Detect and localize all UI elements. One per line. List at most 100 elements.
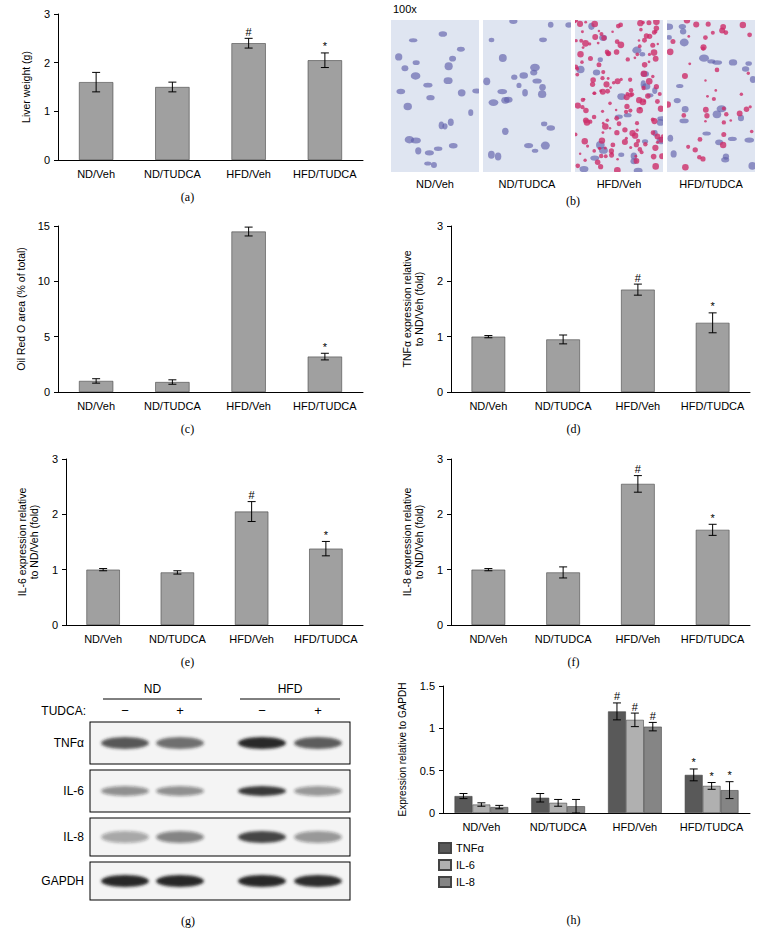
svg-text:0: 0 bbox=[437, 386, 443, 398]
svg-text:*: * bbox=[323, 341, 328, 353]
svg-text:#: # bbox=[632, 701, 639, 713]
svg-text:3: 3 bbox=[437, 220, 443, 232]
svg-text:1: 1 bbox=[437, 564, 443, 576]
svg-text:1: 1 bbox=[437, 331, 443, 343]
svg-text:3: 3 bbox=[44, 8, 50, 20]
svg-text:−: − bbox=[258, 703, 266, 718]
svg-text:Expression relative to GAPDH: Expression relative to GAPDH bbox=[397, 683, 408, 817]
svg-text:0.5: 0.5 bbox=[420, 765, 435, 777]
svg-text:HFD/TUDCA: HFD/TUDCA bbox=[681, 400, 745, 412]
svg-text:HFD/TUDCA: HFD/TUDCA bbox=[293, 400, 357, 412]
svg-text:HFD/Veh: HFD/Veh bbox=[616, 633, 661, 645]
svg-text:ND/TUDCA: ND/TUDCA bbox=[535, 400, 592, 412]
svg-text:HFD: HFD bbox=[278, 682, 303, 696]
svg-text:(d): (d) bbox=[567, 422, 581, 436]
svg-text:0: 0 bbox=[429, 807, 435, 819]
svg-text:(a): (a) bbox=[181, 190, 194, 204]
svg-text:+: + bbox=[176, 703, 184, 718]
svg-text:*: * bbox=[692, 756, 697, 768]
svg-text:(f): (f) bbox=[568, 655, 580, 669]
svg-text:ND/TUDCA: ND/TUDCA bbox=[535, 633, 592, 645]
svg-text:100x: 100x bbox=[393, 3, 417, 15]
svg-text:HFD/Veh: HFD/Veh bbox=[616, 400, 661, 412]
svg-text:HFD/TUDCA: HFD/TUDCA bbox=[681, 633, 745, 645]
svg-text:2: 2 bbox=[44, 57, 50, 69]
svg-text:(g): (g) bbox=[181, 914, 195, 928]
svg-text:IL-6: IL-6 bbox=[456, 859, 475, 871]
svg-text:*: * bbox=[710, 512, 715, 524]
svg-text:to ND/Veh (fold): to ND/Veh (fold) bbox=[413, 505, 425, 580]
svg-text:*: * bbox=[727, 769, 732, 781]
svg-text:ND/TUDCA: ND/TUDCA bbox=[499, 178, 556, 190]
svg-text:(h): (h) bbox=[567, 913, 581, 927]
svg-text:#: # bbox=[246, 26, 253, 38]
svg-text:0: 0 bbox=[52, 619, 58, 631]
svg-text:ND/TUDCA: ND/TUDCA bbox=[530, 821, 587, 833]
svg-text:HFD/TUDCA: HFD/TUDCA bbox=[294, 633, 358, 645]
svg-text:#: # bbox=[635, 272, 642, 284]
svg-text:*: * bbox=[323, 40, 328, 52]
svg-text:#: # bbox=[249, 489, 256, 501]
svg-text:IL-8: IL-8 bbox=[456, 876, 475, 888]
svg-text:TNFα expression relative: TNFα expression relative bbox=[401, 250, 413, 367]
svg-text:HFD/Veh: HFD/Veh bbox=[613, 821, 658, 833]
svg-text:ND/TUDCA: ND/TUDCA bbox=[144, 400, 201, 412]
svg-text:3: 3 bbox=[437, 453, 443, 465]
svg-text:(c): (c) bbox=[181, 422, 194, 436]
svg-text:0: 0 bbox=[437, 619, 443, 631]
svg-text:1.5: 1.5 bbox=[420, 680, 435, 692]
svg-text:to ND/Veh (fold): to ND/Veh (fold) bbox=[413, 272, 425, 347]
svg-text:HFD/TUDCA: HFD/TUDCA bbox=[293, 168, 357, 180]
svg-text:*: * bbox=[710, 300, 715, 312]
svg-text:1: 1 bbox=[44, 105, 50, 117]
svg-text:to ND/Veh (fold): to ND/Veh (fold) bbox=[28, 505, 40, 580]
svg-text:HFD/Veh: HFD/Veh bbox=[226, 400, 271, 412]
svg-text:IL-6 expression relative: IL-6 expression relative bbox=[16, 488, 28, 597]
svg-text:15: 15 bbox=[38, 220, 50, 232]
svg-text:ND/Veh: ND/Veh bbox=[416, 178, 454, 190]
svg-text:10: 10 bbox=[38, 275, 50, 287]
svg-text:ND/Veh: ND/Veh bbox=[469, 633, 507, 645]
svg-text:ND/Veh: ND/Veh bbox=[84, 633, 122, 645]
svg-text:ND/TUDCA: ND/TUDCA bbox=[144, 168, 201, 180]
svg-text:ND/Veh: ND/Veh bbox=[462, 821, 500, 833]
svg-text:(b): (b) bbox=[566, 194, 580, 208]
svg-text:Oil Red O area (% of total): Oil Red O area (% of total) bbox=[15, 247, 27, 371]
svg-text:ND/Veh: ND/Veh bbox=[77, 400, 115, 412]
svg-text:#: # bbox=[246, 215, 253, 227]
svg-text:TUDCA:: TUDCA: bbox=[41, 704, 86, 718]
svg-text:0: 0 bbox=[44, 154, 50, 166]
svg-text:IL-8 expression relative: IL-8 expression relative bbox=[401, 488, 413, 597]
svg-text:HFD/Veh: HFD/Veh bbox=[229, 633, 274, 645]
svg-text:GAPDH: GAPDH bbox=[41, 874, 84, 888]
svg-text:TNFα: TNFα bbox=[456, 842, 484, 854]
svg-text:#: # bbox=[650, 710, 657, 722]
svg-text:1: 1 bbox=[429, 722, 435, 734]
svg-text:2: 2 bbox=[52, 508, 58, 520]
svg-text:ND/Veh: ND/Veh bbox=[469, 400, 507, 412]
svg-text:IL-6: IL-6 bbox=[63, 784, 84, 798]
svg-text:ND/TUDCA: ND/TUDCA bbox=[149, 633, 206, 645]
svg-text:*: * bbox=[324, 529, 329, 541]
svg-text:5: 5 bbox=[44, 331, 50, 343]
svg-text:IL-8: IL-8 bbox=[63, 830, 84, 844]
svg-text:−: − bbox=[121, 703, 129, 718]
svg-text:3: 3 bbox=[52, 453, 58, 465]
svg-text:+: + bbox=[314, 703, 322, 718]
svg-text:*: * bbox=[709, 770, 714, 782]
svg-text:#: # bbox=[635, 463, 642, 475]
svg-text:Liver weight (g): Liver weight (g) bbox=[20, 51, 32, 123]
svg-text:TNFα: TNFα bbox=[54, 736, 84, 750]
svg-text:ND: ND bbox=[144, 682, 162, 696]
svg-text:2: 2 bbox=[437, 508, 443, 520]
svg-text:#: # bbox=[614, 690, 621, 702]
svg-text:2: 2 bbox=[437, 275, 443, 287]
svg-text:HFD/Veh: HFD/Veh bbox=[597, 178, 642, 190]
svg-text:1: 1 bbox=[52, 564, 58, 576]
svg-text:HFD/TUDCA: HFD/TUDCA bbox=[679, 178, 743, 190]
svg-text:(e): (e) bbox=[181, 655, 194, 669]
svg-text:HFD/Veh: HFD/Veh bbox=[226, 168, 271, 180]
svg-text:HFD/TUDCA: HFD/TUDCA bbox=[680, 821, 744, 833]
svg-text:ND/Veh: ND/Veh bbox=[77, 168, 115, 180]
svg-text:0: 0 bbox=[44, 386, 50, 398]
